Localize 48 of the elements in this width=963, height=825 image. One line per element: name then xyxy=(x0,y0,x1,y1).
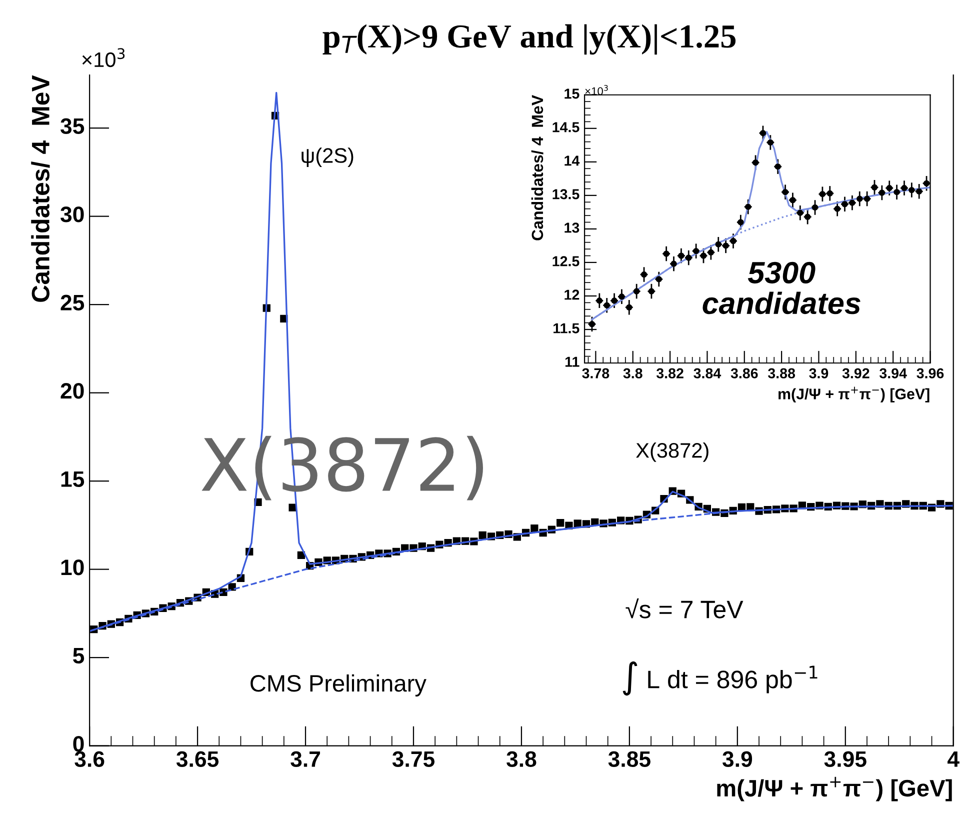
y-tick-label: 10 xyxy=(61,560,84,576)
annotation: X(3872) xyxy=(636,442,708,462)
y-tick-label: 0 xyxy=(73,736,84,752)
x-axis-title: m(J/Ψ + π$^{+}$π$^{−}$) [GeV] xyxy=(717,776,952,802)
y-tick-label: 14 xyxy=(564,156,580,166)
x-tick-label: 3.8 xyxy=(506,751,536,768)
x-tick-label: 3.78 xyxy=(582,368,610,378)
y-axis-title: Candidates/ 4 MeV xyxy=(531,94,544,240)
y-tick-label: 15 xyxy=(61,472,84,488)
y-tick-label: 13.5 xyxy=(552,189,580,200)
x-tick-label: 3.86 xyxy=(730,368,758,378)
y-tick-label: 35 xyxy=(60,118,84,134)
x-tick-label: 3.7 xyxy=(290,751,320,768)
y-axis-title: Candidates/ 4 MeV xyxy=(31,75,50,302)
x-tick-label: 3.9 xyxy=(722,751,752,768)
x-tick-label: 3.8 xyxy=(623,368,642,378)
y-tick-label: 12.5 xyxy=(552,256,580,266)
annotation: CMS Preliminary xyxy=(250,674,426,696)
x-tick-label: 3.9 xyxy=(809,368,828,378)
y-tick-label: 14.5 xyxy=(552,122,580,132)
x-tick-label: 3.65 xyxy=(176,751,219,768)
y-tick-label: 12 xyxy=(564,290,580,300)
x-tick-label: 3.84 xyxy=(694,368,722,378)
y-tick-label: 13 xyxy=(564,222,580,233)
annotation: √s = 7 TeV xyxy=(626,598,744,618)
annotation: 5300 candidates xyxy=(702,262,860,314)
annotation: ∫ L dt = 896 pb$^{−1}$ xyxy=(622,661,818,696)
y-tick-label: 20 xyxy=(60,383,84,399)
x-tick-label: 3.6 xyxy=(74,751,104,768)
x-tick-label: 3.82 xyxy=(656,368,684,378)
y-tick-label: 5 xyxy=(73,648,84,664)
x-tick-label: 3.85 xyxy=(608,751,650,768)
x-axis-title: m(J/Ψ + π$^{+}$π$^{−}$) [GeV] xyxy=(778,386,930,402)
x-tick-label: 3.95 xyxy=(824,751,866,768)
y-tick-label: 30 xyxy=(60,206,84,222)
x-tick-label: 3.92 xyxy=(842,368,870,378)
y-tick-label: 15 xyxy=(564,88,580,99)
x-tick-label: 3.96 xyxy=(916,368,944,378)
y-tick-label: 11 xyxy=(565,356,580,367)
x-tick-label: 3.94 xyxy=(879,368,907,378)
annotation: ψ(2S) xyxy=(302,148,354,168)
y-tick-label: 25 xyxy=(60,294,84,310)
x-tick-label: 4 xyxy=(948,751,960,767)
y-tick-label: 11.5 xyxy=(554,323,580,334)
x-tick-label: 3.88 xyxy=(768,368,796,378)
text: ×10$^{3}$ xyxy=(82,48,125,68)
chart-title: p$_{T}$(X)>9 GeV and |y(X)|<1.25 xyxy=(322,24,736,55)
x-tick-label: 3.75 xyxy=(392,751,434,768)
